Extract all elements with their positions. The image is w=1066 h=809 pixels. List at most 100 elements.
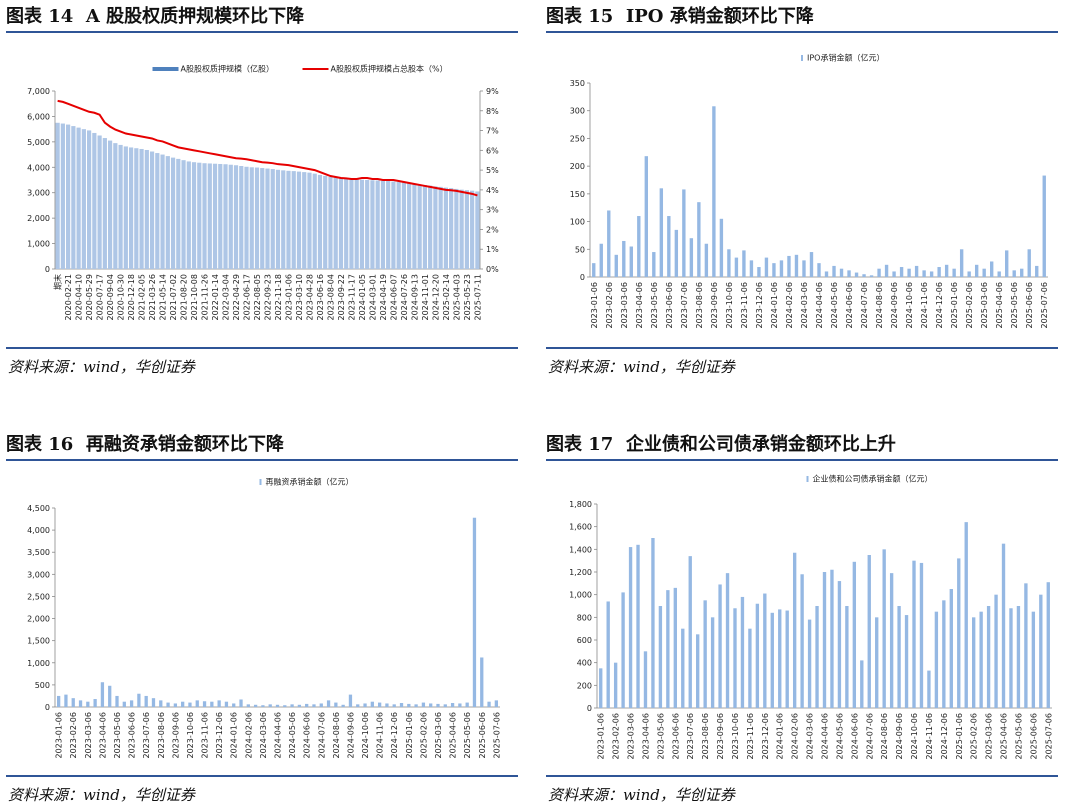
x-tick-label: 2024-03-06 (800, 282, 809, 329)
bar (134, 148, 139, 269)
x-tick-label: 2024-06-07 (389, 274, 398, 321)
bar (1027, 249, 1031, 277)
x-tick-label: 2020-12-18 (127, 274, 136, 321)
bar (57, 695, 61, 707)
bar (599, 243, 603, 277)
bar (375, 180, 380, 269)
x-tick-label: 2025-07-06 (1044, 713, 1053, 760)
y-tick-label: 1,800 (569, 500, 592, 509)
y-tick-label: 300 (570, 107, 585, 116)
bar (659, 188, 664, 277)
bar (326, 700, 331, 707)
x-tick-label: 2021-10-08 (190, 274, 199, 321)
bar (151, 698, 156, 707)
x-tick-label: 2025-02-14 (442, 274, 451, 321)
x-tick-label: 2024-10-06 (910, 713, 919, 760)
bar (385, 703, 389, 707)
x-tick-label: 2024-10-06 (905, 282, 914, 329)
bar (1035, 265, 1039, 277)
bar (989, 261, 994, 277)
x-tick-label: 2023-09-06 (710, 282, 719, 329)
x-tick-label: 2023-09-22 (337, 274, 346, 321)
bar (414, 704, 418, 707)
bar (681, 628, 685, 708)
bar (764, 257, 769, 277)
x-tick-label: 2023-01-06 (55, 712, 64, 759)
bar (323, 175, 328, 269)
bar (312, 704, 316, 707)
bar (356, 704, 360, 707)
bar (197, 162, 202, 269)
bar (929, 271, 934, 277)
bar (606, 601, 610, 708)
x-tick-label: 2023-11-06 (746, 713, 755, 760)
x-tick-label: 2023-07-06 (680, 282, 689, 329)
bar (667, 216, 671, 277)
bar (128, 147, 134, 269)
bar (912, 560, 916, 708)
bar (283, 705, 287, 707)
x-tick-label: 2024-06-06 (850, 713, 859, 760)
y-tick-label: 4,000 (27, 526, 50, 535)
x-tick-label: 2021-07-02 (169, 274, 178, 321)
x-tick-label: 2024-05-06 (288, 712, 297, 759)
bar (81, 129, 86, 269)
bar (867, 555, 871, 708)
bar (202, 701, 207, 707)
x-tick-label: 2024-05-06 (830, 282, 839, 329)
bar (1042, 175, 1046, 277)
bar (108, 685, 112, 707)
x-tick-label: 2022-11-18 (274, 274, 283, 321)
x-tick-label: 2024-11-06 (376, 712, 385, 759)
y-tick-label: 0 (45, 703, 50, 712)
x-tick-label: 2022-03-04 (222, 274, 231, 321)
bar (365, 180, 370, 269)
bar (396, 182, 401, 269)
y2-tick-label: 1% (486, 245, 499, 254)
bar (696, 634, 700, 708)
bar (800, 574, 804, 708)
bar (149, 151, 155, 269)
bar (734, 257, 739, 277)
bar (210, 701, 214, 707)
x-tick-label: 2024-11-06 (925, 713, 934, 760)
y-tick-label: 0 (45, 265, 50, 274)
x-tick-label: 2024-12-06 (935, 282, 944, 329)
x-tick-label: 2023-09-06 (171, 712, 180, 759)
bar (643, 651, 648, 708)
bar (475, 191, 480, 269)
x-tick-label: 2021-02-05 (138, 274, 147, 321)
chart-title: 图表 16 再融资承销金额环比下降 (6, 433, 285, 455)
bar (845, 606, 849, 708)
bar (792, 552, 797, 708)
bar (123, 146, 128, 269)
x-tick-label: 2024-01-06 (230, 712, 239, 759)
bar (338, 177, 344, 269)
x-tick-label: 2024-02-06 (785, 282, 794, 329)
x-tick-label: 2023-11-17 (347, 274, 356, 321)
bar (66, 124, 71, 270)
x-tick-label: 2025-02-06 (419, 712, 428, 759)
bar (712, 106, 716, 277)
source-rule (546, 775, 1058, 777)
bar (959, 249, 964, 277)
bar (302, 172, 307, 269)
bar (319, 703, 323, 707)
bar (919, 562, 924, 708)
bar (170, 157, 176, 269)
bar (122, 701, 126, 707)
bar (927, 670, 931, 708)
x-tick-label: 2024-07-06 (860, 282, 869, 329)
bar (224, 701, 229, 707)
y-tick-label: 0 (587, 704, 592, 713)
bar (854, 272, 859, 277)
bar (233, 165, 239, 269)
x-tick-label: 2023-05-06 (656, 713, 665, 760)
x-tick-label: 2022-04-29 (232, 274, 241, 321)
bar (1001, 543, 1006, 708)
bar (307, 172, 312, 269)
x-tick-label: 2024-04-06 (274, 712, 283, 759)
title-rule (6, 31, 518, 33)
bar (979, 611, 983, 708)
